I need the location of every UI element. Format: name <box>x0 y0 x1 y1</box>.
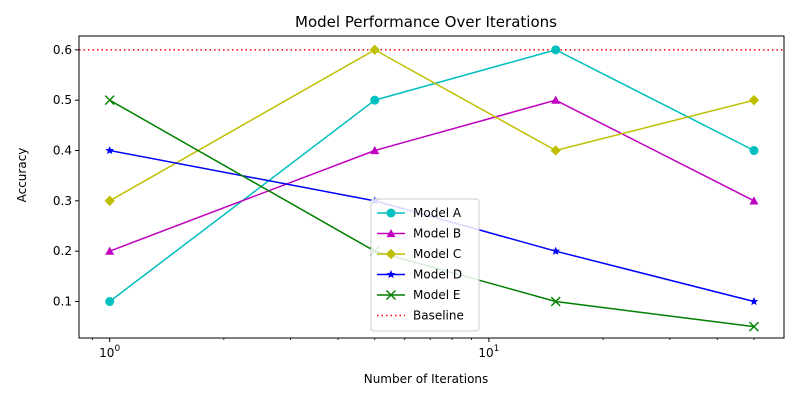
legend-label-model-e: Model E <box>413 288 460 302</box>
data-point-model-a-2 <box>370 95 380 105</box>
legend-box <box>370 198 480 332</box>
legend-marker-model-e <box>386 290 396 300</box>
y-tick-label: 0.1 <box>53 295 72 309</box>
legend-label-model-a: Model A <box>413 206 462 220</box>
data-point-model-e-3 <box>550 296 561 307</box>
x-axis-label: Number of Iterations <box>364 372 489 386</box>
x-tick-label: 101 <box>478 344 499 360</box>
plot-frame <box>78 35 785 339</box>
legend-label-baseline: Baseline <box>413 309 464 323</box>
data-point-model-a-1 <box>105 297 115 307</box>
legend: Model A Model B Model C Model D Model E Basel… <box>370 198 480 332</box>
data-point-model-c-4 <box>748 95 760 106</box>
y-tick-label: 0.5 <box>53 93 72 107</box>
y-tick-label: 0.3 <box>53 194 72 208</box>
series-line-model-c <box>109 48 755 202</box>
y-tick-label: 0.4 <box>53 144 72 158</box>
series-line-model-b <box>109 99 755 252</box>
data-point-model-d-1 <box>105 146 114 155</box>
data-point-model-b-2 <box>370 146 380 155</box>
legend-marker-model-e-stroke-b <box>386 290 396 300</box>
legend-marker-model-a <box>386 208 396 218</box>
data-point-model-e-4-stroke-b <box>748 321 759 332</box>
legend-label-model-c: Model C <box>413 247 461 261</box>
data-point-model-e-1-stroke-b <box>104 95 115 106</box>
data-point-model-c-1 <box>104 195 115 207</box>
x-tick-label: 100 <box>99 344 120 360</box>
legend-label-model-d: Model D <box>413 268 462 282</box>
y-axis-label: Accuracy <box>15 148 29 203</box>
data-point-model-b-1 <box>105 246 115 255</box>
data-point-model-c-3 <box>550 145 561 156</box>
data-point-model-d-3 <box>551 246 560 255</box>
data-point-model-a-4 <box>749 146 759 156</box>
chart-title: Model Performance Over Iterations <box>295 13 557 31</box>
data-point-model-b-4 <box>749 196 759 205</box>
data-point-model-d-4 <box>749 297 759 306</box>
y-tick-label: 0.6 <box>53 43 72 57</box>
legend-marker-model-b <box>386 229 396 238</box>
data-point-model-b-3 <box>551 95 561 104</box>
y-tick-label: 0.2 <box>53 244 72 258</box>
data-point-model-e-4 <box>748 321 759 332</box>
data-point-model-a-3 <box>551 45 561 55</box>
legend-marker-model-c <box>385 248 397 260</box>
data-point-model-e-3-stroke-b <box>550 296 561 307</box>
data-point-model-c-2 <box>369 44 380 56</box>
legend-label-model-b: Model B <box>413 227 461 241</box>
legend-marker-model-d <box>386 270 396 279</box>
data-point-model-e-1 <box>104 95 115 106</box>
